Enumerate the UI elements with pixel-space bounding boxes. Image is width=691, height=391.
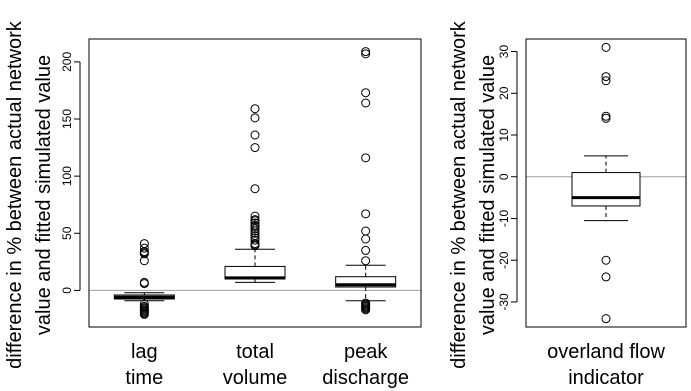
- left-plot-frame: [88, 38, 422, 328]
- right-y-tick-label: 10: [497, 128, 511, 142]
- outlier-point: [250, 184, 260, 194]
- outlier-point: [361, 49, 371, 59]
- box-iqr: [335, 276, 397, 288]
- outlier-point: [250, 226, 260, 236]
- outlier-point: [601, 76, 611, 86]
- outlier-point: [250, 211, 260, 221]
- right-y-tick-label: -10: [497, 209, 511, 227]
- outlier-point: [139, 239, 149, 249]
- outlier-point: [361, 226, 371, 236]
- right-box-plots: [571, 42, 641, 324]
- right-y-tick-label: 0: [497, 173, 511, 180]
- left-box-plots: [113, 47, 397, 319]
- outlier-point: [361, 256, 371, 266]
- left-category-label-line2: discharge: [322, 367, 409, 389]
- outlier-point: [139, 249, 149, 259]
- outlier-point: [250, 224, 260, 234]
- right-y-tick-label: -20: [497, 251, 511, 269]
- right-y-tick-label: 30: [497, 45, 511, 59]
- left-y-tick-label: 200: [60, 52, 74, 72]
- left-ylabel-line1: difference in % between actual network: [4, 20, 26, 369]
- outlier-point: [361, 47, 371, 57]
- left-panel: difference in % between actual network v…: [4, 20, 422, 389]
- left-box-0: [113, 239, 175, 319]
- left-y-tick-label: 150: [60, 109, 74, 129]
- outlier-point: [361, 98, 371, 108]
- outlier-point: [250, 221, 260, 231]
- outlier-point: [601, 72, 611, 82]
- right-category-label-line1: overland flow: [547, 341, 665, 363]
- outlier-point: [361, 305, 371, 315]
- right-category-labels: overland flow indicator: [547, 341, 665, 389]
- left-category-labels: lag time total volume peak discharge: [125, 341, 409, 389]
- left-category-label-line2: time: [125, 367, 163, 389]
- outlier-point: [250, 143, 260, 153]
- right-ylabel-line1: difference in % between actual network: [448, 20, 470, 369]
- left-category-label-line1: peak: [344, 341, 388, 363]
- right-ylabel-line2: value and fitted simulated value: [477, 55, 499, 335]
- outlier-point: [139, 279, 149, 289]
- right-y-tick-label: 20: [497, 86, 511, 100]
- left-y-tick-label: 0: [60, 287, 74, 294]
- left-category-label-line2: volume: [223, 367, 287, 389]
- left-y-tick-label: 100: [60, 166, 74, 186]
- right-panel: difference in % between actual network v…: [448, 20, 687, 389]
- outlier-point: [139, 243, 149, 253]
- outlier-point: [139, 309, 149, 319]
- outlier-point: [601, 314, 611, 324]
- right-plot-frame: [525, 38, 687, 328]
- outlier-point: [361, 209, 371, 219]
- outlier-point: [361, 234, 371, 244]
- outlier-point: [139, 256, 149, 266]
- right-box-0: [571, 42, 641, 324]
- left-box-2: [335, 47, 397, 315]
- outlier-point: [250, 104, 260, 114]
- outlier-point: [250, 113, 260, 123]
- outlier-point: [250, 235, 260, 245]
- left-y-axis: 0 50 100 150 200: [60, 52, 81, 294]
- box-iqr: [571, 172, 641, 207]
- outlier-point: [601, 255, 611, 265]
- left-y-tick-label: 50: [60, 226, 74, 240]
- outlier-point: [250, 241, 260, 251]
- left-category-label-line1: total: [236, 341, 274, 363]
- outlier-point: [250, 130, 260, 140]
- right-y-axis: -30 -20 -10 0 10 20 30: [497, 45, 518, 311]
- outlier-point: [361, 88, 371, 98]
- right-category-label-line2: indicator: [568, 367, 644, 389]
- outlier-point: [601, 113, 611, 123]
- left-box-1: [224, 104, 286, 283]
- left-category-label-line1: lag: [131, 341, 158, 363]
- left-ylabel-line2: value and fitted simulated value: [33, 55, 55, 335]
- outlier-point: [361, 153, 371, 163]
- right-y-tick-label: -30: [497, 293, 511, 311]
- outlier-point: [601, 111, 611, 121]
- outlier-point: [601, 42, 611, 52]
- outlier-point: [361, 245, 371, 255]
- outlier-point: [250, 228, 260, 238]
- outlier-point: [601, 272, 611, 282]
